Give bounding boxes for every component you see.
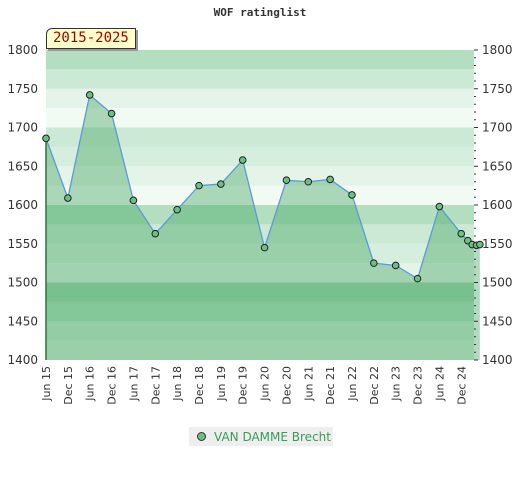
band xyxy=(46,127,474,147)
x-axis: Jun 15 Dec 15 Jun 16 Dec 16 Jun 17 Dec 17 Jun … xyxy=(40,366,468,405)
y-tick-label-right: 1800 xyxy=(482,43,513,57)
y-tick-label-right: 1700 xyxy=(482,121,513,135)
y-tick-label-left: 1600 xyxy=(7,198,38,212)
legend-label: VAN DAMME Brecht xyxy=(214,429,331,444)
data-point xyxy=(151,229,160,238)
band xyxy=(46,50,474,70)
y-axis-right: 1400 1450 1500 1550 1600 1650 1700 1750 1800 xyxy=(474,43,513,367)
x-tick-label: Dec 23 xyxy=(412,366,425,405)
y-tick-label-left: 1700 xyxy=(7,121,38,135)
band xyxy=(46,243,474,264)
band xyxy=(46,166,474,186)
x-tick-label: Jun 19 xyxy=(215,366,228,402)
x-tick-label: Jun 21 xyxy=(302,366,315,402)
area-fill xyxy=(45,94,480,360)
data-point xyxy=(107,109,116,118)
x-tick-label: Dec 22 xyxy=(368,366,381,405)
data-point xyxy=(64,194,72,202)
data-point xyxy=(457,229,466,238)
data-point xyxy=(435,202,444,211)
data-point xyxy=(173,205,181,214)
series-points xyxy=(42,91,484,283)
x-tick-label: Dec 15 xyxy=(62,366,75,405)
y-tick-label-right: 1650 xyxy=(482,159,513,173)
band xyxy=(46,88,474,109)
x-tick-label: Dec 24 xyxy=(455,366,468,405)
y-tick-label-right: 1500 xyxy=(482,276,513,290)
x-tick-label: Jun 15 xyxy=(40,366,53,402)
x-tick-label: Dec 19 xyxy=(237,366,250,405)
background-bands xyxy=(46,50,474,360)
y-tick-label-right: 1750 xyxy=(482,82,513,96)
data-point xyxy=(304,177,313,186)
band xyxy=(46,263,474,283)
x-tick-label: Dec 20 xyxy=(280,366,293,405)
y-tick-label-left: 1750 xyxy=(7,82,38,96)
data-point xyxy=(238,156,247,164)
band xyxy=(46,282,474,302)
x-tick-label: Dec 16 xyxy=(106,366,119,405)
band xyxy=(46,321,474,341)
data-point xyxy=(370,259,378,267)
y-tick-label-right: 1450 xyxy=(482,314,513,328)
y-tick-label-left: 1450 xyxy=(7,314,38,328)
y-tick-label-right: 1400 xyxy=(482,353,513,367)
band xyxy=(46,185,474,205)
data-point xyxy=(282,176,291,184)
data-point xyxy=(129,196,138,205)
x-tick-label: Dec 18 xyxy=(193,366,206,405)
data-point xyxy=(217,180,225,188)
band xyxy=(46,340,474,360)
x-tick-label: Jun 18 xyxy=(171,366,184,402)
y-tick-label-left: 1500 xyxy=(7,276,38,290)
data-point xyxy=(195,181,203,190)
x-tick-label: Jun 22 xyxy=(346,366,359,402)
legend[interactable]: VAN DAMME Brecht xyxy=(189,427,333,446)
data-point xyxy=(413,274,422,283)
y-tick-label-left: 1400 xyxy=(7,353,38,367)
data-point xyxy=(348,191,356,199)
data-point xyxy=(326,175,334,184)
x-tick-label: Jun 17 xyxy=(127,366,140,402)
band xyxy=(46,108,474,128)
y-tick-label-left: 1650 xyxy=(7,159,38,173)
y-tick-label-left: 1800 xyxy=(7,43,38,57)
data-point xyxy=(260,243,269,252)
band xyxy=(46,69,474,89)
band xyxy=(46,301,474,322)
band xyxy=(46,146,474,167)
y-tick-label-right: 1600 xyxy=(482,198,513,212)
y-tick-label-right: 1550 xyxy=(482,237,513,251)
data-point xyxy=(85,91,94,99)
y-tick-label-left: 1550 xyxy=(7,237,38,251)
data-point xyxy=(476,240,484,249)
y-axis-left: 1400 1450 1500 1550 1600 1650 1700 1750 1800 xyxy=(7,43,38,367)
x-tick-label: Jun 20 xyxy=(259,366,272,402)
data-point xyxy=(42,134,50,143)
chart-title: WOF ratinglist xyxy=(213,6,307,19)
band xyxy=(46,205,474,225)
x-tick-label: Dec 21 xyxy=(324,366,337,405)
area-path xyxy=(46,94,480,360)
x-tick-label: Dec 17 xyxy=(149,366,162,405)
x-tick-label: Jun 16 xyxy=(84,366,97,402)
x-tick-label: Jun 23 xyxy=(390,366,403,402)
legend-marker-icon xyxy=(197,432,206,441)
period-badge: 2015-2025 xyxy=(46,28,136,49)
data-point xyxy=(391,261,400,270)
x-tick-label: Jun 24 xyxy=(433,366,446,402)
